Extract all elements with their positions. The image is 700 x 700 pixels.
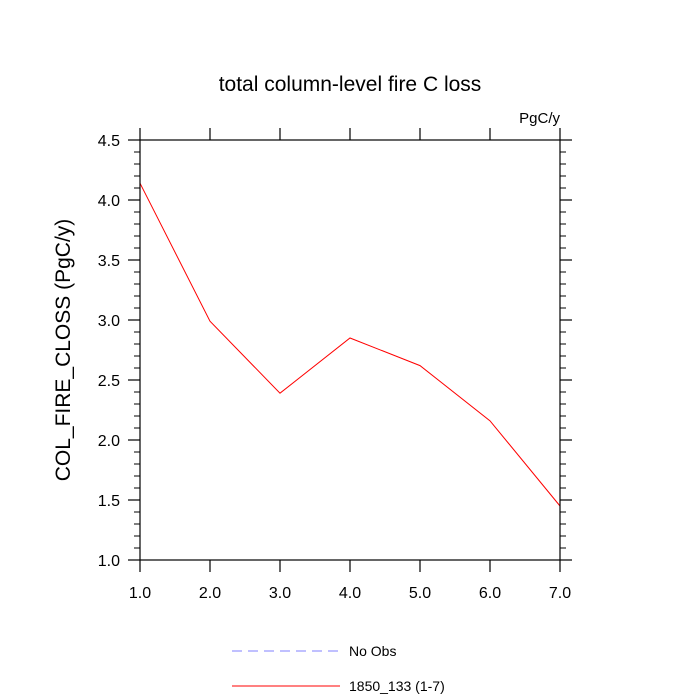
series-lines (139, 182, 561, 507)
x-tick-label: 1.0 (129, 585, 151, 602)
x-tick-label: 4.0 (339, 585, 361, 602)
x-tick-label: 3.0 (269, 585, 291, 602)
axis-ticks (128, 128, 572, 572)
x-tick-label: 7.0 (549, 585, 571, 602)
x-tick-label: 6.0 (479, 585, 501, 602)
y-tick-label: 2.0 (98, 433, 120, 450)
plot-frame (139, 139, 561, 561)
chart-title: total column-level fire C loss (219, 73, 482, 96)
y-tick-label: 4.0 (98, 193, 120, 210)
x-tick-label: 2.0 (199, 585, 221, 602)
legend-label: 1850_133 (1-7) (349, 678, 445, 694)
legend-label: No Obs (349, 643, 396, 659)
y-tick-label: 2.5 (98, 373, 120, 390)
y-tick-label: 3.5 (98, 253, 120, 270)
legend: No Obs 1850_133 (1-7) (232, 643, 445, 694)
units-label: PgC/y (519, 110, 560, 127)
y-axis-label: COL_FIRE_CLOSS (PgC/y) (52, 219, 75, 482)
x-tick-label: 5.0 (409, 585, 431, 602)
series-line (139, 182, 561, 507)
y-tick-label: 1.0 (98, 553, 120, 570)
y-tick-label: 1.5 (98, 493, 120, 510)
y-tick-label: 4.5 (98, 133, 120, 150)
tick-labels: 1.0 2.0 3.0 4.0 5.0 6.0 7.0 1.0 1.5 2.0 2.5 3.0 3.5 4… (98, 133, 571, 602)
y-tick-label: 3.0 (98, 313, 120, 330)
